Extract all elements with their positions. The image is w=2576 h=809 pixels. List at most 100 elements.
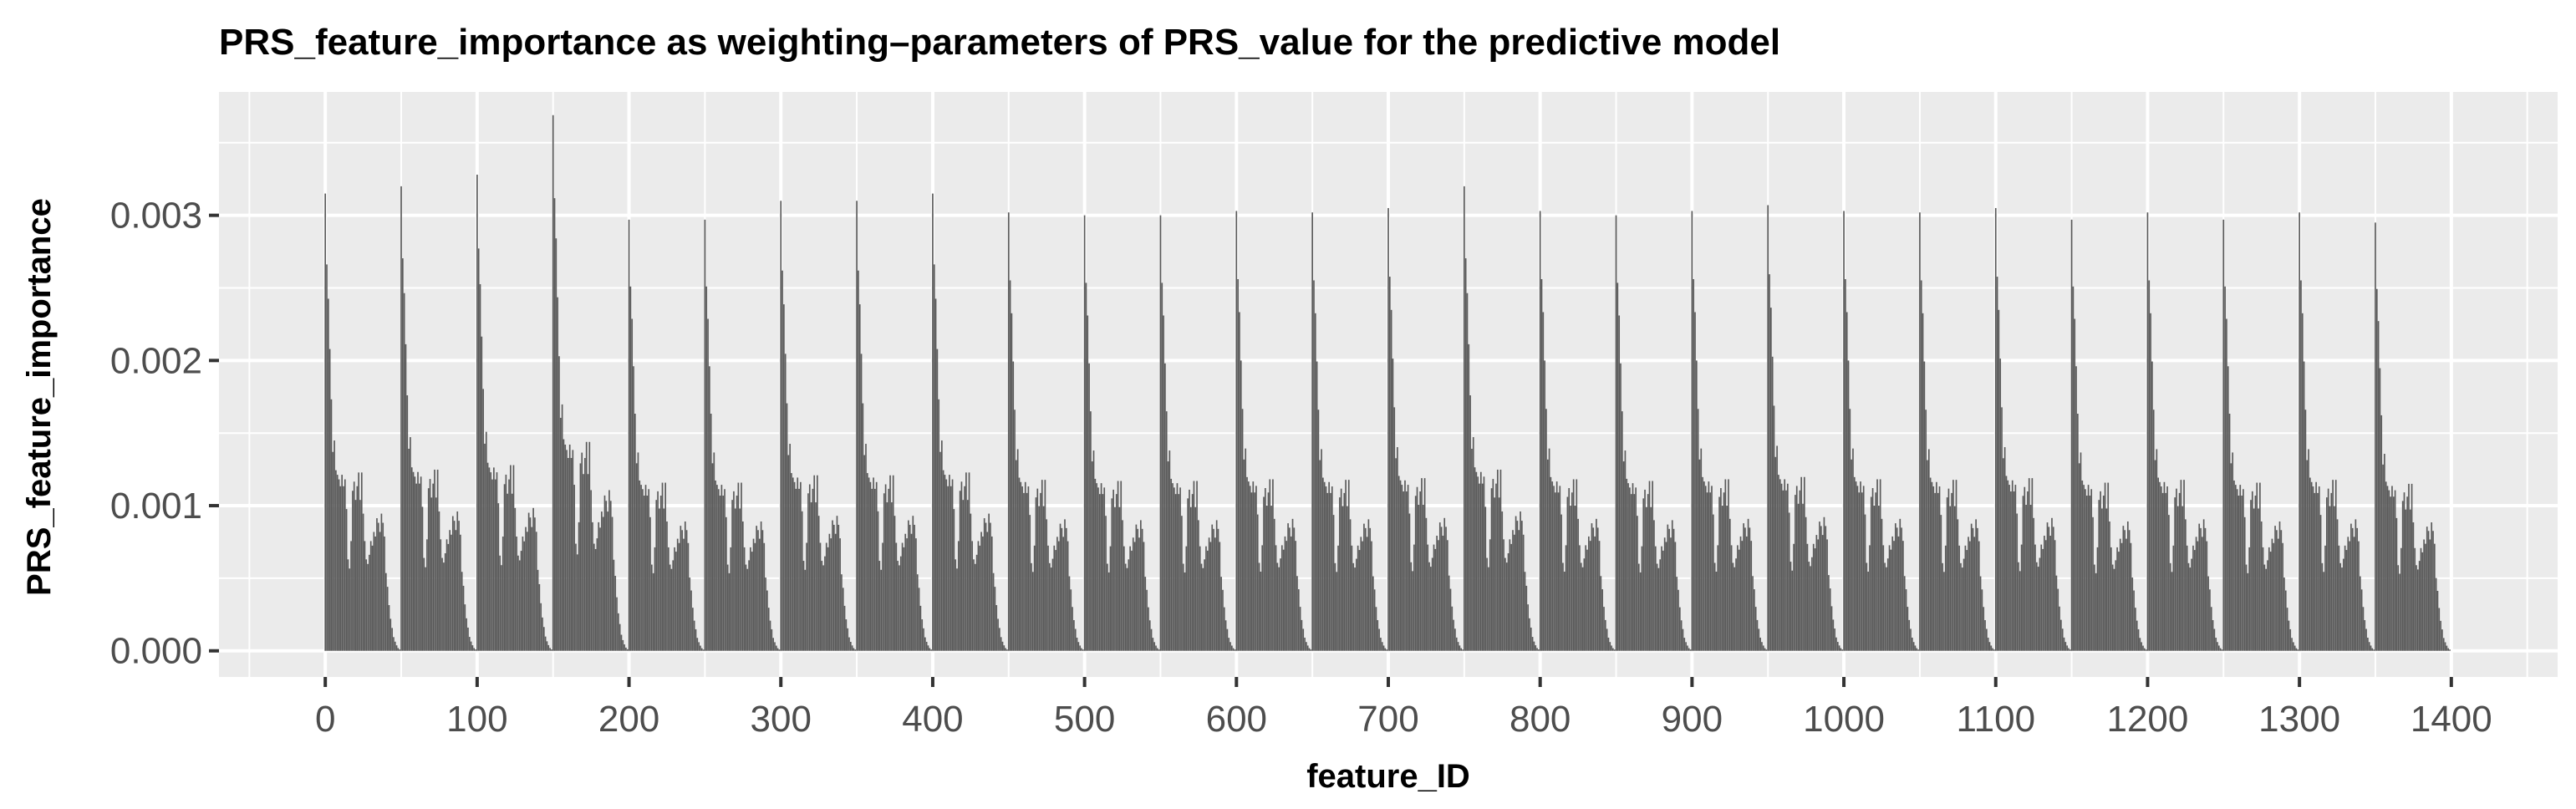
- bar: [1158, 649, 1160, 651]
- bar: [858, 304, 861, 651]
- bar: [2358, 541, 2360, 651]
- bar: [1297, 589, 1300, 651]
- bar: [1347, 480, 1350, 651]
- bar: [2254, 496, 2257, 651]
- bar: [1273, 518, 1275, 651]
- bar: [1390, 309, 1392, 651]
- bar: [2014, 485, 2017, 651]
- bar: [2375, 288, 2378, 651]
- bar: [2268, 547, 2270, 651]
- bar: [672, 560, 675, 651]
- bar: [1937, 492, 1939, 651]
- bar: [1697, 409, 1699, 651]
- bar: [1695, 360, 1698, 651]
- bar: [2310, 481, 2313, 651]
- bar: [899, 556, 902, 651]
- bar: [1540, 279, 1543, 651]
- bar: [1289, 527, 1291, 651]
- bar: [1314, 313, 1316, 651]
- bar: [733, 491, 735, 651]
- bar: [1440, 527, 1443, 651]
- bar: [594, 548, 597, 651]
- bar: [1496, 469, 1499, 651]
- bar: [787, 455, 790, 651]
- bar: [333, 440, 335, 651]
- bar: [576, 554, 578, 651]
- bar: [717, 489, 720, 651]
- bar: [959, 491, 961, 651]
- bar: [1029, 515, 1031, 651]
- bar: [2128, 530, 2131, 651]
- bar: [2380, 415, 2383, 651]
- bar: [1085, 282, 1087, 651]
- y-tick-label: 0.002: [110, 340, 202, 381]
- bar: [1774, 456, 1777, 651]
- bar: [488, 467, 491, 651]
- bar: [640, 485, 642, 651]
- bar: [1867, 572, 1869, 651]
- bar: [1596, 527, 1599, 651]
- bar: [2096, 547, 2099, 651]
- bar: [1393, 407, 1396, 651]
- bar: [680, 526, 682, 651]
- bar: [685, 530, 688, 651]
- bar: [1828, 575, 1830, 651]
- bar: [393, 637, 395, 651]
- bar: [2288, 620, 2290, 651]
- bar: [1788, 512, 1790, 651]
- bar: [555, 238, 557, 651]
- bar: [2314, 492, 2316, 651]
- bar: [1659, 559, 1662, 651]
- bar: [1749, 527, 1751, 651]
- bar: [1563, 572, 1565, 651]
- bar: [793, 481, 796, 651]
- bar: [2042, 548, 2044, 651]
- bar: [1871, 488, 1874, 651]
- bar: [427, 488, 430, 651]
- bar: [2411, 483, 2413, 651]
- bar: [568, 444, 571, 651]
- bar: [1407, 485, 1409, 651]
- bar: [1992, 648, 1993, 651]
- bar: [927, 645, 929, 651]
- bar: [1357, 545, 1359, 651]
- bar: [447, 543, 450, 651]
- bar: [971, 541, 974, 651]
- bar: [1170, 478, 1173, 651]
- bar: [618, 613, 619, 651]
- bar: [1795, 486, 1798, 651]
- bar: [362, 513, 364, 651]
- bar: [1472, 437, 1474, 651]
- bar: [938, 399, 940, 651]
- bar: [356, 486, 359, 651]
- y-tick-label: 0.001: [110, 486, 202, 527]
- bar: [2303, 361, 2305, 651]
- bar: [1479, 483, 1480, 651]
- bar: [1495, 483, 1497, 651]
- bar: [2095, 572, 2097, 651]
- bar: [2125, 538, 2127, 651]
- bar: [486, 462, 489, 651]
- bar: [1861, 492, 1863, 651]
- bar: [1635, 487, 1637, 651]
- bar: [2217, 645, 2220, 651]
- bar: [1204, 559, 1205, 651]
- bar: [2101, 508, 2103, 651]
- bar: [789, 444, 791, 651]
- bar: [1990, 645, 1993, 651]
- bar: [1090, 411, 1092, 651]
- bar: [1852, 448, 1854, 651]
- bar: [965, 472, 967, 651]
- bar: [982, 536, 984, 651]
- bar: [1622, 461, 1625, 651]
- bar: [2139, 638, 2141, 651]
- bar: [2068, 648, 2069, 651]
- bar: [1196, 481, 1198, 651]
- bar: [1754, 607, 1757, 651]
- bar: [1068, 576, 1071, 651]
- bar: [1607, 637, 1610, 651]
- bar: [1153, 642, 1156, 651]
- bar: [1041, 480, 1043, 651]
- bar: [1109, 546, 1112, 651]
